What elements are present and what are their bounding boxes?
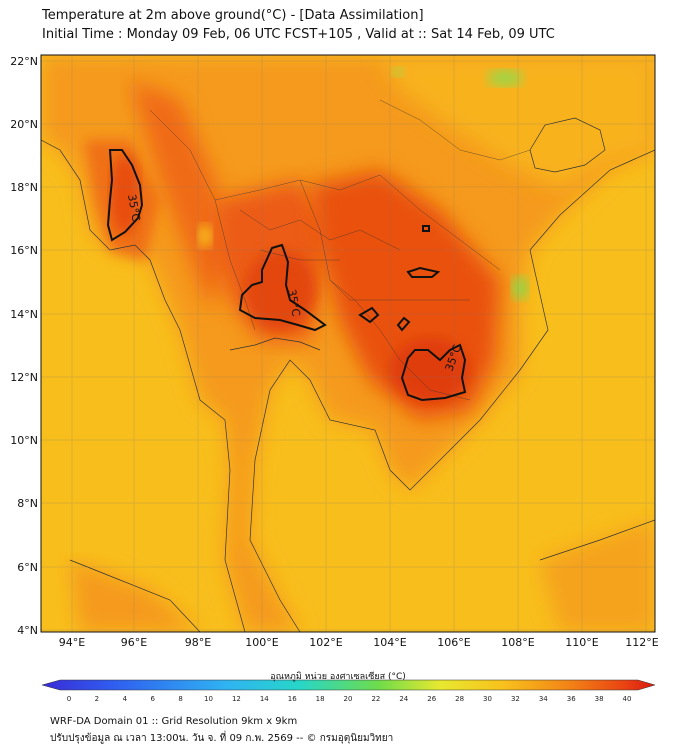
colorbar-tick-label: 4 bbox=[123, 695, 128, 703]
colorbar-ticks: 0 2 4 6 8 10 12 14 16 18 20 22 24 26 28 30 32 34 36 38 40 bbox=[67, 695, 632, 703]
colorbar-tick-label: 26 bbox=[427, 695, 436, 703]
colorbar-tick-label: 30 bbox=[483, 695, 492, 703]
contour-35c bbox=[106, 149, 467, 402]
map-subtitle: Initial Time : Monday 09 Feb, 06 UTC FCS… bbox=[42, 27, 555, 42]
colorbar-tick-label: 6 bbox=[150, 695, 155, 703]
colorbar-tick-label: 38 bbox=[595, 695, 604, 703]
colorbar-tick-label: 12 bbox=[232, 695, 241, 703]
lon-label: 110°E bbox=[565, 636, 598, 649]
colorbar-tick-label: 8 bbox=[178, 695, 182, 703]
colorbar-tick-label: 2 bbox=[95, 695, 99, 703]
lat-label: 20°N bbox=[10, 118, 38, 131]
map-title: Temperature at 2m above ground(°C) - [Da… bbox=[42, 8, 424, 23]
colorbar-tick-label: 36 bbox=[567, 695, 576, 703]
lat-label: 12°N bbox=[10, 371, 38, 384]
lon-label: 108°E bbox=[501, 636, 534, 649]
colorbar-tick-label: 14 bbox=[260, 695, 269, 703]
lat-label: 18°N bbox=[10, 181, 38, 194]
lon-label: 100°E bbox=[245, 636, 278, 649]
colorbar-tick-label: 22 bbox=[371, 695, 380, 703]
colorbar-tick-label: 0 bbox=[67, 695, 71, 703]
colorbar-tick-label: 18 bbox=[316, 695, 325, 703]
colorbar: 0 2 4 6 8 10 12 14 16 18 20 22 24 26 28 30 32 34 36 38 40 bbox=[41, 679, 656, 703]
colorbar-tick-label: 40 bbox=[623, 695, 632, 703]
lat-label: 14°N bbox=[10, 308, 38, 321]
lat-label: 22°N bbox=[10, 55, 38, 68]
colorbar-tick-label: 10 bbox=[204, 695, 213, 703]
lon-label: 102°E bbox=[309, 636, 342, 649]
lat-label: 16°N bbox=[10, 244, 38, 257]
lat-label: 10°N bbox=[10, 434, 38, 447]
temperature-field bbox=[41, 55, 655, 632]
colorbar-tick-label: 32 bbox=[511, 695, 520, 703]
footer-updated: ปรับปรุงข้อมูล ณ เวลา 13:00น. วัน จ. ที่… bbox=[50, 733, 394, 744]
lon-label: 112°E bbox=[625, 636, 658, 649]
lat-label: 8°N bbox=[17, 497, 38, 510]
lon-label: 104°E bbox=[373, 636, 406, 649]
map-frame bbox=[40, 54, 656, 633]
colorbar-tick-label: 28 bbox=[455, 695, 464, 703]
lon-label: 94°E bbox=[59, 636, 85, 649]
contour-label: 35°C bbox=[285, 288, 303, 317]
lat-label: 6°N bbox=[17, 561, 38, 574]
lon-label: 98°E bbox=[185, 636, 211, 649]
colorbar-tick-label: 24 bbox=[399, 695, 408, 703]
colorbar-tick-label: 16 bbox=[288, 695, 297, 703]
contour-label: 35°C bbox=[125, 193, 143, 222]
lon-label: 106°E bbox=[437, 636, 470, 649]
footer-domain: WRF-DA Domain 01 :: Grid Resolution 9km … bbox=[50, 716, 298, 727]
lon-label: 96°E bbox=[121, 636, 147, 649]
colorbar-tick-label: 20 bbox=[344, 695, 353, 703]
colorbar-title: อุณหภูมิ หน่วย องศาเซลเซียส (°C) bbox=[270, 672, 406, 682]
graticule bbox=[41, 55, 655, 632]
colorbar-tick-label: 34 bbox=[539, 695, 548, 703]
lat-label: 4°N bbox=[17, 624, 38, 637]
